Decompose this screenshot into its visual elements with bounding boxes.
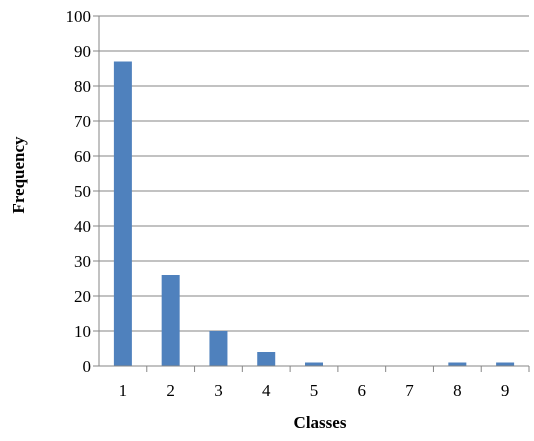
y-axis-title: Frequency: [9, 136, 28, 214]
y-tick-label: 90: [74, 42, 91, 61]
x-tick-label: 7: [405, 381, 414, 400]
bar-9: [496, 362, 515, 366]
y-tick-label: 30: [74, 252, 91, 271]
y-tick-label: 20: [74, 287, 91, 306]
y-tick-label: 50: [74, 182, 91, 201]
y-tick-label: 70: [74, 112, 91, 131]
bar-8: [448, 362, 467, 366]
bar-1: [113, 61, 132, 366]
x-tick-label: 6: [358, 381, 367, 400]
x-tick-labels: 1 2 3 4 5 6 7 8 9: [119, 381, 510, 400]
bar-4: [257, 352, 276, 366]
bar-3: [209, 331, 228, 366]
x-tick-label: 9: [501, 381, 510, 400]
x-tick-label: 8: [453, 381, 462, 400]
axes: [93, 15, 530, 372]
y-tick-label: 40: [74, 217, 91, 236]
x-tick-label: 1: [119, 381, 128, 400]
y-tick-label: 10: [74, 322, 91, 341]
x-tick-label: 2: [166, 381, 175, 400]
y-tick-label: 60: [74, 147, 91, 166]
bar-5: [305, 362, 323, 366]
bars: [113, 61, 515, 366]
y-tick-labels: 0 10 20 30 40 50 60 70 80 90 100: [66, 7, 92, 376]
x-axis-title: Classes: [294, 413, 347, 432]
x-tick-label: 4: [262, 381, 271, 400]
x-tick-label: 5: [310, 381, 319, 400]
y-tick-label: 80: [74, 77, 91, 96]
x-tick-label: 3: [214, 381, 223, 400]
y-tick-label: 0: [83, 357, 92, 376]
bar-2: [161, 275, 180, 366]
y-tick-label: 100: [66, 7, 92, 26]
